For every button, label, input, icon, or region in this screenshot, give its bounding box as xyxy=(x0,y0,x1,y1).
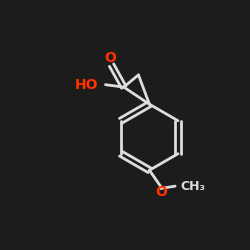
Text: O: O xyxy=(104,51,116,65)
Text: HO: HO xyxy=(75,78,98,92)
Text: CH₃: CH₃ xyxy=(180,180,205,192)
Text: O: O xyxy=(156,185,168,199)
